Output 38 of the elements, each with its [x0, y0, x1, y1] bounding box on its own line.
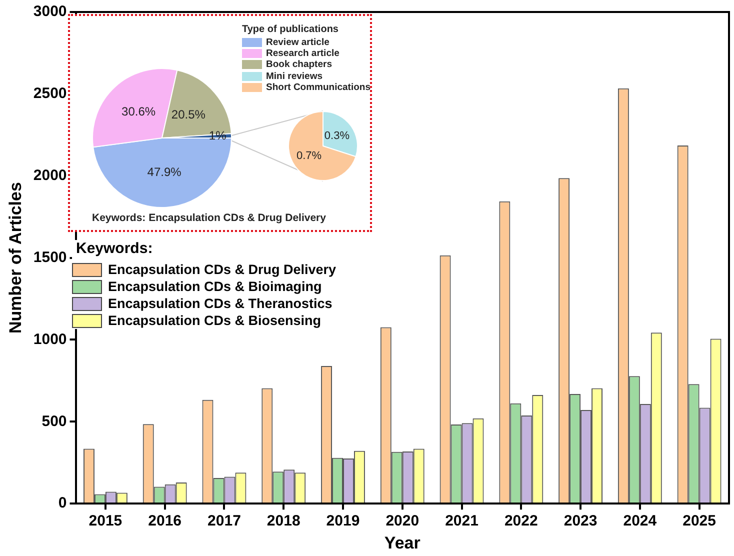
legend-label: Research article — [266, 48, 340, 59]
y-tick-label: 2000 — [33, 167, 67, 184]
x-tick-label: 2016 — [148, 512, 182, 530]
x-tick-label: 2023 — [564, 512, 598, 530]
y-tick-label: 0 — [58, 494, 67, 512]
data-label: 20.5% — [171, 108, 206, 122]
legend-label: Review article — [266, 37, 330, 48]
x-tick-label: 2025 — [682, 512, 716, 530]
data-label: 0.3% — [324, 130, 350, 142]
legend-label: Encapsulation CDs & Theranostics — [108, 296, 332, 311]
y-tick-label: 3000 — [33, 3, 67, 20]
data-label: 47.9% — [147, 164, 182, 179]
x-tick-label: 2020 — [386, 512, 420, 530]
x-axis-title: Year — [384, 533, 421, 552]
annotation: Keywords: Encapsulation CDs & Drug Delivery — [92, 212, 326, 224]
x-tick-label: 2015 — [88, 512, 122, 530]
y-tick-label: 2500 — [33, 85, 67, 102]
legend-title: Keywords: — [76, 240, 154, 257]
x-tick-label: 2018 — [266, 512, 300, 530]
legend-label: Short Communications — [266, 82, 371, 93]
y-axis-title: Number of Articles — [6, 182, 25, 334]
legend-label: Encapsulation CDs & Drug Delivery — [108, 262, 336, 277]
x-tick-label: 2021 — [445, 512, 478, 530]
y-tick-label: 500 — [42, 412, 67, 430]
data-label: 1% — [208, 128, 227, 143]
data-label: 30.6% — [122, 104, 156, 119]
data-label: 0.7% — [296, 150, 322, 162]
legend-label: Encapsulation CDs & Bioimaging — [108, 279, 322, 294]
legend-label: Encapsulation CDs & Biosensing — [108, 313, 322, 328]
x-tick-label: 2022 — [504, 512, 538, 530]
legend-label: Mini reviews — [266, 71, 322, 82]
y-tick-label: 1000 — [33, 330, 67, 348]
legend-label: Book chapters — [266, 59, 332, 70]
legend-title: Type of publications — [242, 24, 340, 35]
x-tick-label: 2024 — [623, 512, 658, 530]
y-tick-label: 1500 — [33, 248, 67, 266]
x-tick-label: 2019 — [326, 512, 360, 530]
x-tick-label: 2017 — [208, 512, 241, 530]
